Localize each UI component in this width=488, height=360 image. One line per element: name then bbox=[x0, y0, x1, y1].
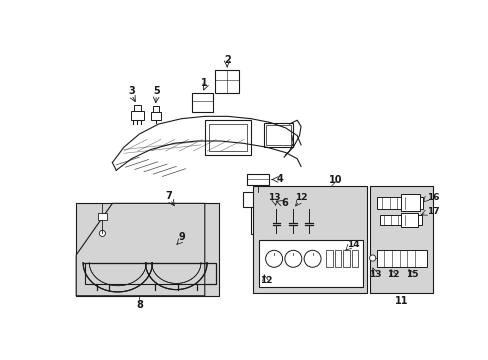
Bar bbox=[376, 197, 422, 209]
Bar bbox=[334, 249, 341, 266]
Bar bbox=[243, 192, 275, 207]
Bar bbox=[258, 239, 362, 287]
Bar bbox=[246, 174, 268, 185]
Bar bbox=[253, 186, 366, 293]
Bar bbox=[343, 249, 349, 266]
Text: 7: 7 bbox=[165, 191, 172, 201]
Text: 6: 6 bbox=[281, 198, 288, 208]
Text: 2: 2 bbox=[224, 55, 230, 65]
Bar bbox=[85, 263, 216, 284]
Text: 4: 4 bbox=[276, 175, 283, 184]
Text: 8: 8 bbox=[136, 300, 142, 310]
Bar bbox=[250, 207, 267, 234]
Text: 13: 13 bbox=[368, 270, 381, 279]
Bar bbox=[208, 124, 246, 151]
Text: 1: 1 bbox=[201, 78, 208, 88]
Text: 16: 16 bbox=[427, 193, 439, 202]
Bar bbox=[151, 112, 161, 120]
Circle shape bbox=[304, 250, 321, 267]
Bar bbox=[76, 203, 218, 296]
Bar bbox=[214, 70, 239, 93]
Bar bbox=[351, 249, 357, 266]
Circle shape bbox=[99, 230, 105, 237]
Bar bbox=[369, 186, 432, 293]
Bar bbox=[376, 249, 426, 266]
Bar bbox=[379, 215, 421, 225]
Bar bbox=[326, 249, 332, 266]
Text: 9: 9 bbox=[178, 232, 184, 242]
Bar bbox=[98, 213, 107, 220]
Text: 13: 13 bbox=[267, 193, 280, 202]
Bar bbox=[400, 194, 420, 211]
Circle shape bbox=[265, 250, 282, 267]
Polygon shape bbox=[76, 203, 204, 296]
Text: 5: 5 bbox=[153, 86, 160, 96]
Text: 10: 10 bbox=[328, 175, 342, 185]
Bar bbox=[131, 111, 143, 120]
Bar bbox=[264, 122, 293, 147]
Text: 17: 17 bbox=[427, 207, 439, 216]
Circle shape bbox=[285, 250, 301, 267]
Text: 3: 3 bbox=[128, 86, 135, 96]
Bar bbox=[153, 106, 158, 114]
Text: 12: 12 bbox=[386, 270, 399, 279]
Bar bbox=[266, 125, 290, 145]
Text: 14: 14 bbox=[346, 240, 359, 249]
Bar bbox=[204, 120, 250, 155]
Bar bbox=[134, 105, 141, 114]
Text: 15: 15 bbox=[406, 270, 418, 279]
Text: 11: 11 bbox=[394, 296, 408, 306]
Text: 12: 12 bbox=[260, 276, 272, 285]
Bar bbox=[85, 263, 216, 284]
Bar bbox=[400, 213, 417, 227]
Bar bbox=[191, 93, 213, 112]
Text: 12: 12 bbox=[294, 193, 306, 202]
Circle shape bbox=[369, 255, 375, 261]
